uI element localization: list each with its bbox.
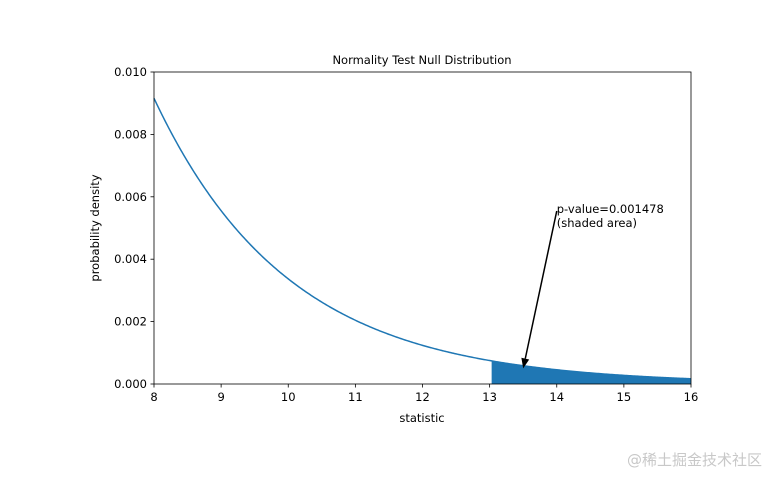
chart-title: Normality Test Null Distribution: [332, 53, 511, 67]
y-tick-label: 0.002: [114, 315, 147, 329]
y-axis-label: probability density: [88, 174, 102, 281]
x-tick-label: 16: [684, 390, 699, 404]
x-tick-label: 11: [348, 390, 363, 404]
x-tick-label: 15: [617, 390, 632, 404]
x-tick-label: 8: [150, 390, 157, 404]
x-tick-label: 13: [482, 390, 497, 404]
shaded-area: [491, 360, 691, 384]
y-tick-label: 0.010: [114, 65, 147, 79]
density-curve: [153, 97, 692, 380]
x-tick-label: 10: [281, 390, 296, 404]
x-axis-label: statistic: [399, 411, 444, 425]
y-tick-label: 0.000: [114, 377, 147, 391]
y-tick-label: 0.006: [114, 190, 147, 204]
x-tick-label: 9: [217, 390, 224, 404]
x-tick-label: 12: [415, 390, 430, 404]
plot-area: 8 9 10 11 12 13 14 15 16 0.000 0.002 0.004 0.006 0.00…: [114, 65, 698, 404]
watermark: @稀土掘金技术社区: [626, 451, 762, 469]
annotation-text-line-2: (shaded area): [557, 216, 637, 230]
y-tick-label: 0.008: [114, 127, 147, 141]
annotation-arrow: [524, 210, 558, 359]
annotation-arrowhead: [521, 357, 530, 369]
x-tick-label: 14: [549, 390, 564, 404]
annotation-text-line-1: p-value=0.001478: [557, 202, 664, 216]
y-tick-label: 0.004: [114, 252, 147, 266]
